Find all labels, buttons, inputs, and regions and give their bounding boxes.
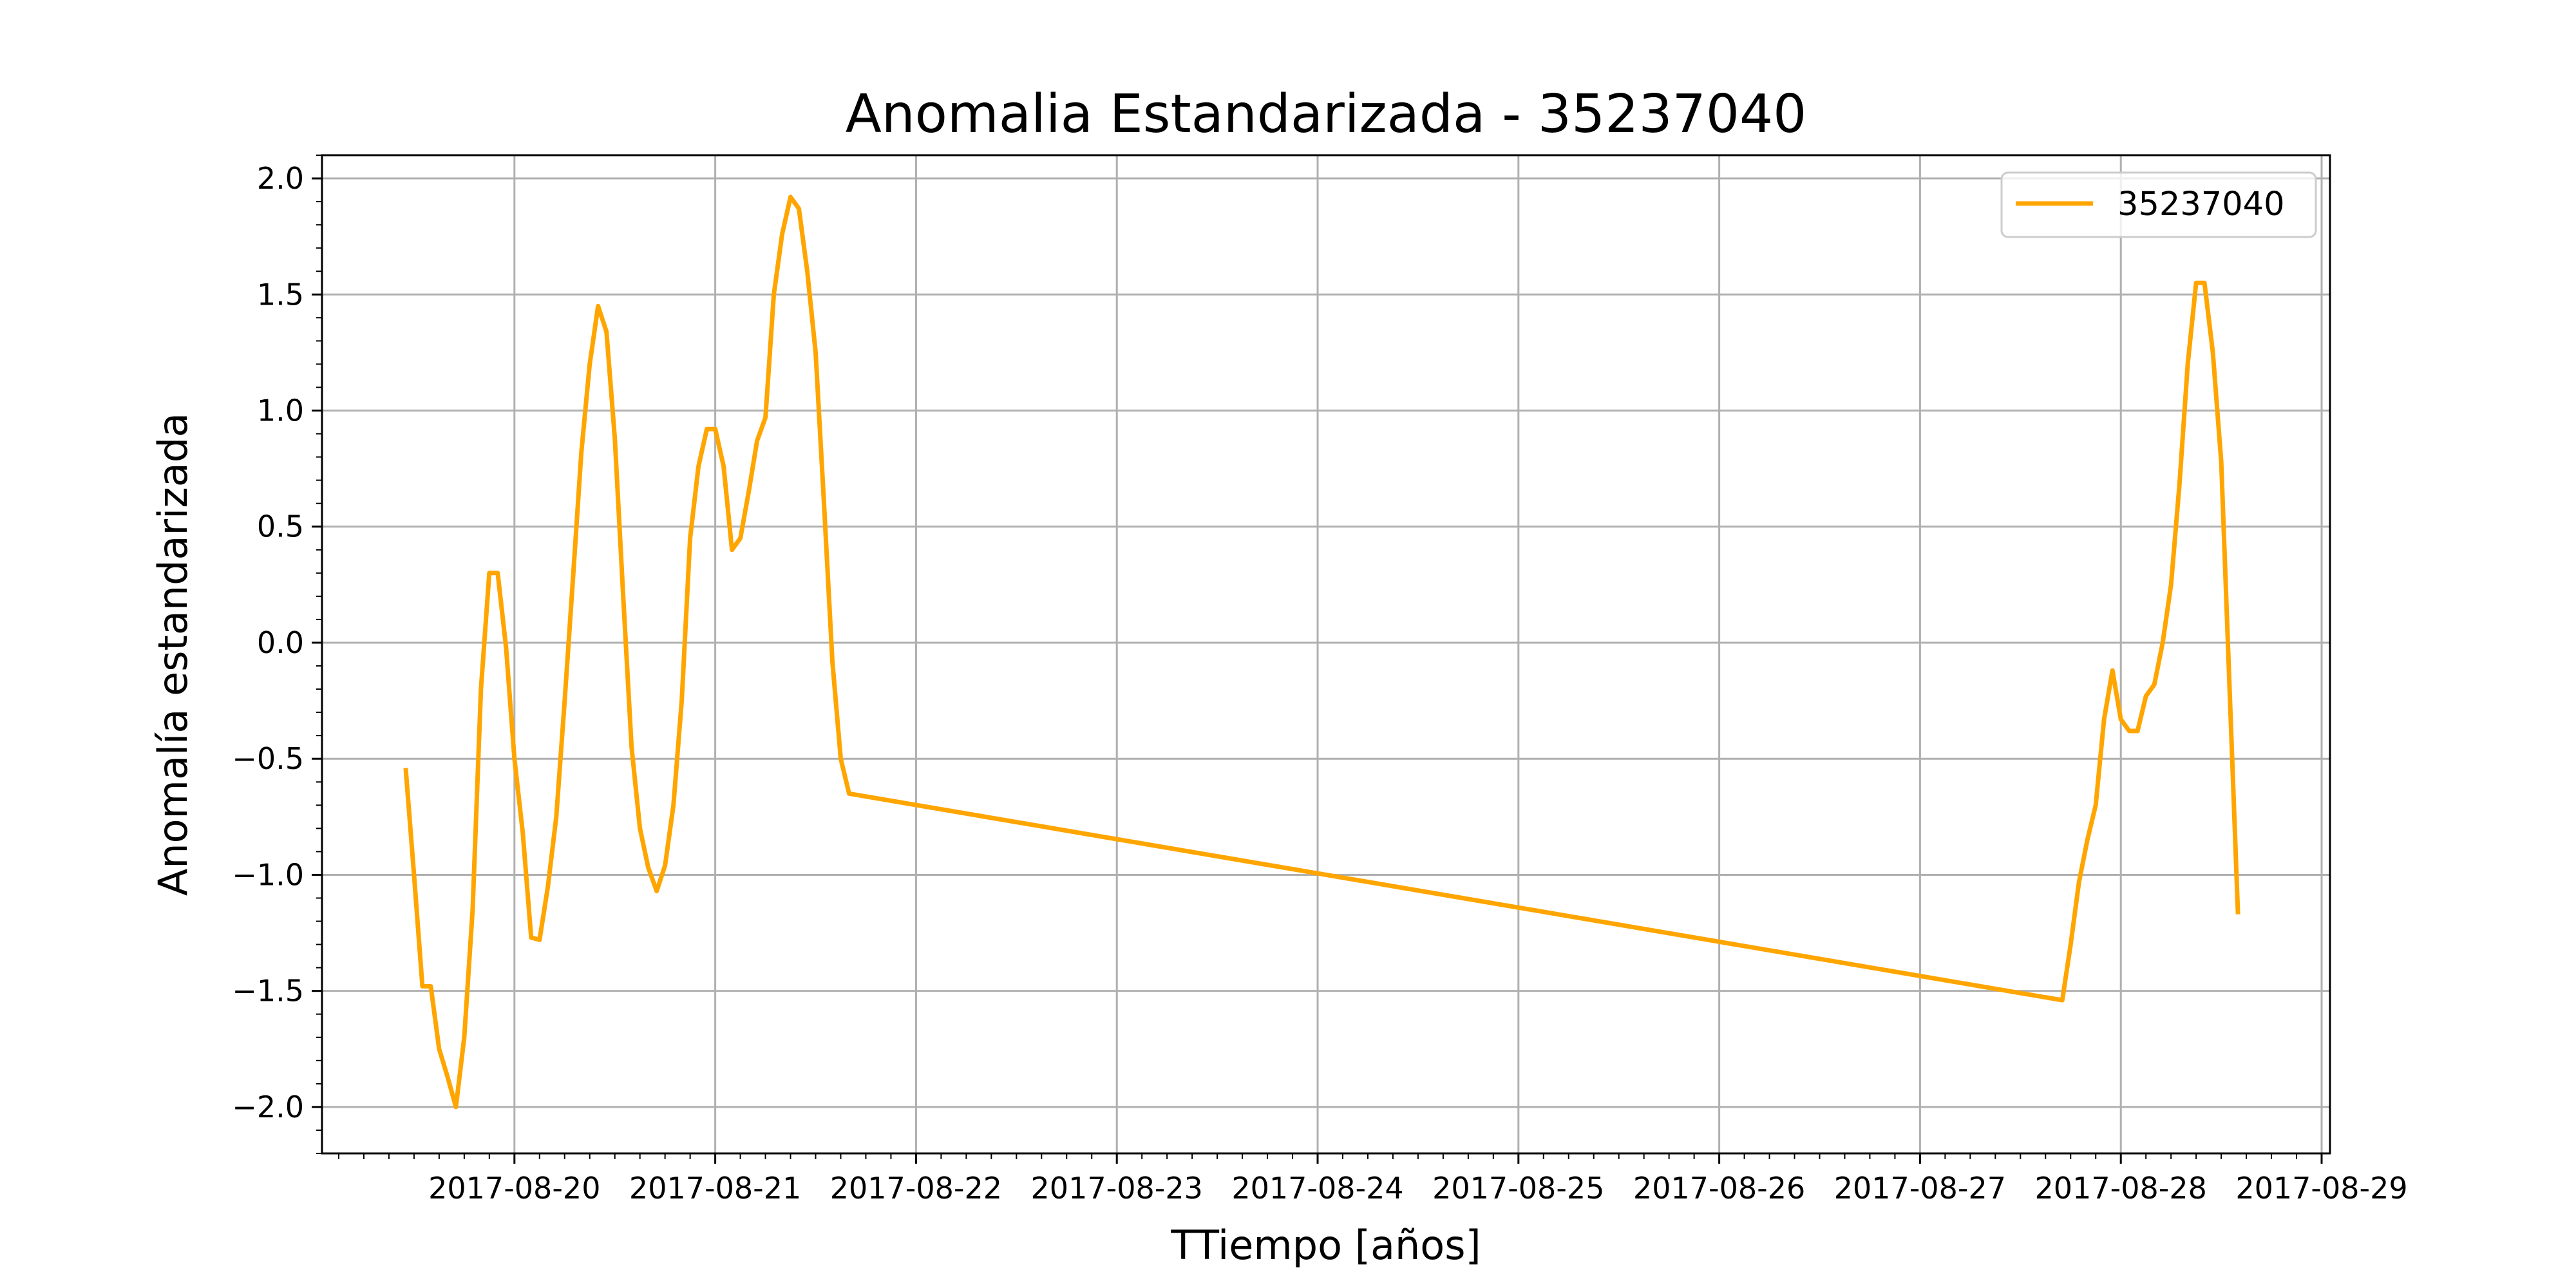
grid: [322, 155, 2330, 1153]
y-tick-label: −1.0: [232, 857, 304, 892]
y-tick-label: 1.0: [257, 393, 304, 428]
y-tick-label: −0.5: [232, 741, 304, 776]
y-tick-label: 0.5: [257, 509, 304, 544]
series-line: [403, 194, 2240, 1110]
y-tick-label: −1.5: [232, 974, 304, 1009]
y-axis-label: Anomalía estandarizada: [149, 413, 196, 896]
x-tick-label: 2017-08-29: [2235, 1171, 2407, 1206]
x-tick-label: 2017-08-26: [1633, 1171, 1805, 1206]
legend-label: 35237040: [2117, 185, 2285, 223]
x-tick-label: 2017-08-25: [1432, 1171, 1604, 1206]
legend-box: [2000, 171, 2317, 238]
y-tick-label: −2.0: [232, 1090, 304, 1124]
x-tick-label: 2017-08-28: [2035, 1171, 2207, 1206]
x-tick-label: 2017-08-27: [1834, 1171, 2006, 1206]
x-tick-label: 2017-08-21: [629, 1171, 801, 1206]
plot-area: [403, 194, 2240, 1110]
ticks: 2017-08-20 2017-08-21 2017-08-22 2017-08-23…: [232, 155, 2408, 1206]
x-tick-label: 2017-08-24: [1231, 1171, 1403, 1206]
y-tick-label: 0.0: [257, 625, 304, 660]
x-tick-label: 2017-08-23: [1031, 1171, 1203, 1206]
axes-frame: [321, 154, 2331, 1155]
legend: 35237040: [2000, 171, 2317, 238]
y-tick-label: 2.0: [257, 161, 304, 196]
chart-title: Anomalia Estandarizada - 35237040: [846, 84, 1807, 145]
y-tick-label: 1.5: [257, 277, 304, 312]
x-tick-label: 2017-08-20: [428, 1171, 600, 1206]
x-axis-label: TTiempo [años]: [1170, 1222, 1481, 1269]
x-tick-label: 2017-08-22: [830, 1171, 1002, 1206]
